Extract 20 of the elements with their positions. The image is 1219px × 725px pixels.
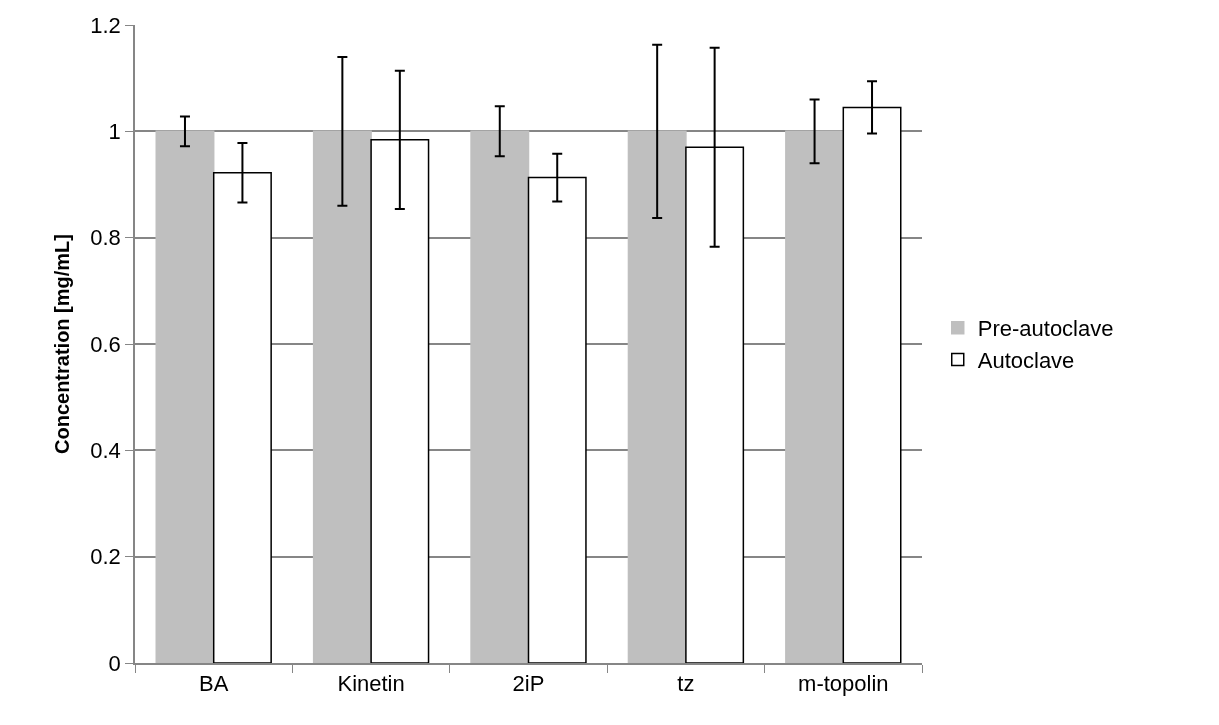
y-tick-label: 1 <box>108 119 121 145</box>
y-axis-title: Concentration [mg/mL] <box>51 234 74 454</box>
bar <box>785 130 845 663</box>
bar <box>470 130 530 663</box>
y-tick-label: 0.6 <box>90 331 121 357</box>
x-tick-label: m-topolin <box>798 671 889 697</box>
y-tick-label: 0.4 <box>90 438 121 464</box>
x-tick-label: Kinetin <box>337 671 405 697</box>
bar <box>312 130 372 663</box>
y-tick-label: 0.2 <box>90 544 121 570</box>
y-tick-label: 1.2 <box>90 12 121 38</box>
x-tick-label: BA <box>199 671 229 697</box>
bar <box>155 130 215 663</box>
y-tick-label: 0.8 <box>90 225 121 251</box>
legend-label: Pre-autoclave <box>977 316 1114 342</box>
bar <box>627 130 687 663</box>
x-tick-label: tz <box>677 671 695 697</box>
legend-label: Autoclave <box>977 347 1075 373</box>
y-tick-label: 0 <box>108 650 121 676</box>
x-tick-label: 2iP <box>512 671 545 697</box>
